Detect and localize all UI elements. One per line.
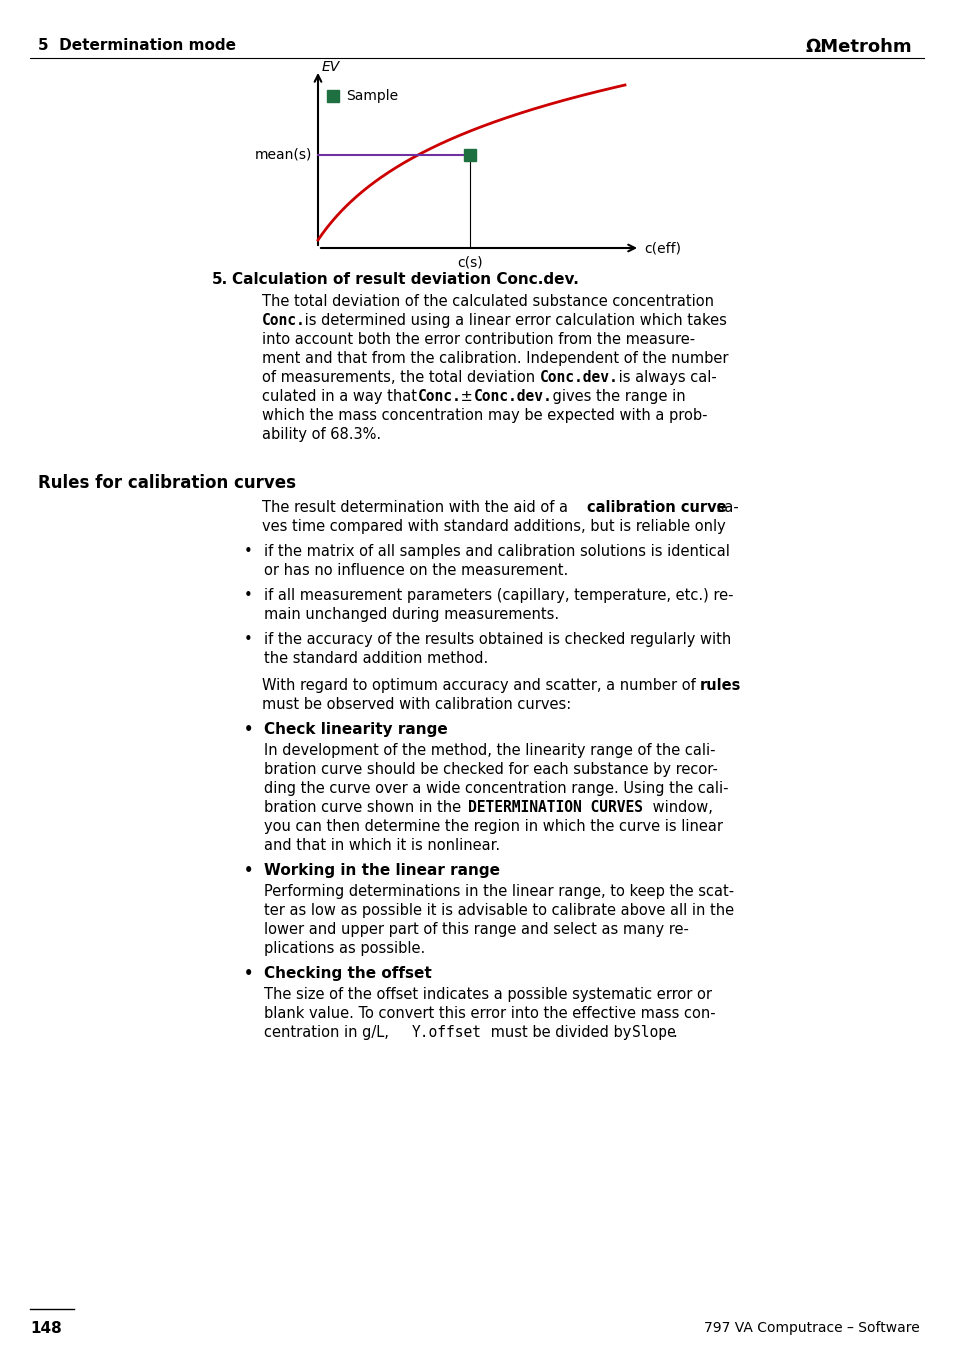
Text: of measurements, the total deviation: of measurements, the total deviation [262, 370, 539, 385]
Text: rules: rules [700, 678, 740, 693]
Text: main unchanged during measurements.: main unchanged during measurements. [264, 608, 558, 622]
Text: Rules for calibration curves: Rules for calibration curves [38, 474, 295, 491]
Text: ment and that from the calibration. Independent of the number: ment and that from the calibration. Inde… [262, 351, 728, 366]
Text: if the accuracy of the results obtained is checked regularly with: if the accuracy of the results obtained … [264, 632, 731, 647]
Text: •: • [244, 589, 253, 603]
Text: EV: EV [322, 59, 340, 74]
Text: which the mass concentration may be expected with a prob-: which the mass concentration may be expe… [262, 408, 707, 423]
Text: must be observed with calibration curves:: must be observed with calibration curves… [262, 697, 571, 711]
Text: ding the curve over a wide concentration range. Using the cali-: ding the curve over a wide concentration… [264, 782, 728, 796]
Text: 797 VA Computrace – Software: 797 VA Computrace – Software [703, 1322, 919, 1335]
Text: Checking the offset: Checking the offset [264, 967, 432, 981]
Text: if the matrix of all samples and calibration solutions is identical: if the matrix of all samples and calibra… [264, 544, 729, 559]
Text: Conc.dev.: Conc.dev. [474, 389, 552, 404]
Text: Sample: Sample [346, 89, 397, 103]
Text: 148: 148 [30, 1322, 62, 1336]
Text: ability of 68.3%.: ability of 68.3%. [262, 427, 381, 441]
Text: Check linearity range: Check linearity range [264, 722, 447, 737]
Text: The result determination with the aid of a: The result determination with the aid of… [262, 500, 572, 514]
Text: DETERMINATION CURVES: DETERMINATION CURVES [468, 801, 642, 815]
Text: calibration curve: calibration curve [586, 500, 726, 514]
Text: ΩMetrohm: ΩMetrohm [804, 38, 911, 55]
Text: the standard addition method.: the standard addition method. [264, 651, 488, 666]
Text: or has no influence on the measurement.: or has no influence on the measurement. [264, 563, 568, 578]
Text: is always cal-: is always cal- [614, 370, 716, 385]
Text: bration curve should be checked for each substance by recor-: bration curve should be checked for each… [264, 761, 717, 778]
Text: Working in the linear range: Working in the linear range [264, 863, 499, 878]
Text: •: • [244, 632, 253, 647]
Text: Calculation of result deviation Conc.dev.: Calculation of result deviation Conc.dev… [232, 271, 578, 288]
Text: ter as low as possible it is advisable to calibrate above all in the: ter as low as possible it is advisable t… [264, 903, 734, 918]
Text: Performing determinations in the linear range, to keep the scat-: Performing determinations in the linear … [264, 884, 734, 899]
Text: ves time compared with standard additions, but is reliable only: ves time compared with standard addition… [262, 518, 725, 535]
Text: culated in a way that: culated in a way that [262, 389, 421, 404]
Text: mean(s): mean(s) [254, 147, 312, 162]
Text: sa-: sa- [711, 500, 738, 514]
Text: blank value. To convert this error into the effective mass con-: blank value. To convert this error into … [264, 1006, 715, 1021]
Text: ±: ± [456, 389, 476, 404]
Text: •: • [244, 544, 253, 559]
Text: window,: window, [647, 801, 712, 815]
Text: bration curve shown in the: bration curve shown in the [264, 801, 465, 815]
Text: Conc.: Conc. [417, 389, 461, 404]
Text: •: • [244, 863, 253, 878]
Text: and that in which it is nonlinear.: and that in which it is nonlinear. [264, 838, 499, 853]
Text: With regard to optimum accuracy and scatter, a number of: With regard to optimum accuracy and scat… [262, 678, 700, 693]
Text: c(eff): c(eff) [643, 242, 680, 256]
Text: 5  Determination mode: 5 Determination mode [38, 38, 235, 53]
Text: •: • [244, 967, 253, 981]
Text: into account both the error contribution from the measure-: into account both the error contribution… [262, 332, 695, 347]
Text: Conc.: Conc. [262, 313, 305, 328]
Text: •: • [244, 722, 253, 737]
Text: The size of the offset indicates a possible systematic error or: The size of the offset indicates a possi… [264, 987, 711, 1002]
Text: you can then determine the region in which the curve is linear: you can then determine the region in whi… [264, 819, 722, 834]
Text: Y.offset: Y.offset [412, 1025, 481, 1040]
Text: 5.: 5. [212, 271, 228, 288]
Text: Conc.dev.: Conc.dev. [539, 370, 618, 385]
Text: lower and upper part of this range and select as many re-: lower and upper part of this range and s… [264, 922, 688, 937]
Text: In development of the method, the linearity range of the cali-: In development of the method, the linear… [264, 743, 715, 757]
Text: plications as possible.: plications as possible. [264, 941, 425, 956]
Text: Slope: Slope [631, 1025, 675, 1040]
Text: is determined using a linear error calculation which takes: is determined using a linear error calcu… [299, 313, 726, 328]
Text: .: . [671, 1025, 676, 1040]
Text: The total deviation of the calculated substance concentration: The total deviation of the calculated su… [262, 294, 713, 309]
Text: must be divided by: must be divided by [485, 1025, 636, 1040]
Text: c(s): c(s) [456, 256, 482, 270]
Text: gives the range in: gives the range in [547, 389, 685, 404]
Text: if all measurement parameters (capillary, temperature, etc.) re-: if all measurement parameters (capillary… [264, 589, 733, 603]
Text: centration in g/L,: centration in g/L, [264, 1025, 393, 1040]
